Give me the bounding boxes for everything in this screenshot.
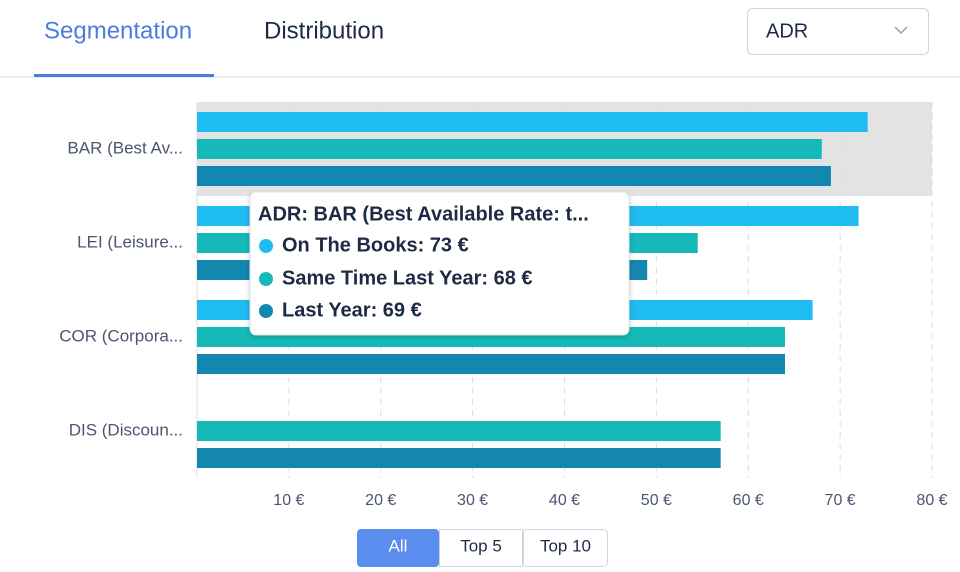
y-tick-label: LEI (Leisure... — [77, 232, 183, 251]
bar — [197, 166, 831, 186]
y-tick-label: DIS (Discoun... — [69, 420, 183, 439]
tooltip-dot — [259, 304, 273, 318]
tooltip-title: ADR: BAR (Best Available Rate: t... — [258, 203, 589, 225]
tab-underline — [34, 74, 214, 77]
x-tick-label: 50 € — [641, 492, 672, 509]
x-tick-label: 40 € — [549, 492, 580, 509]
x-tick-label: 20 € — [365, 492, 396, 509]
tooltip-item: Same Time Last Year: 68 € — [282, 267, 533, 289]
bar — [197, 448, 721, 468]
y-tick-label: BAR (Best Av... — [67, 138, 183, 157]
filter-label: All — [389, 536, 408, 555]
chevron — [894, 26, 908, 35]
filter-button[interactable] — [523, 529, 608, 567]
bar — [197, 112, 868, 132]
tooltip-dot — [259, 239, 273, 253]
tab[interactable]: Distribution — [264, 17, 384, 44]
tooltip-item: Last Year: 69 € — [282, 299, 422, 321]
x-tick-label: 30 € — [457, 492, 488, 509]
filter-button[interactable] — [439, 529, 523, 567]
filter-button[interactable] — [357, 529, 439, 567]
filter-label: Top 5 — [460, 536, 502, 555]
tooltip: ADR: BAR (Best Available Rate: t... On T… — [249, 191, 630, 336]
x-tick-label: 70 € — [825, 492, 856, 509]
tooltip-dot — [259, 272, 273, 286]
tooltip-box — [249, 191, 630, 336]
bar — [197, 139, 822, 159]
dropdown[interactable] — [747, 8, 929, 55]
bar — [197, 421, 721, 441]
tab[interactable]: Segmentation — [44, 17, 192, 44]
x-tick-label: 60 € — [733, 492, 764, 509]
x-tick-label: 10 € — [273, 492, 304, 509]
filter-label: Top 10 — [540, 536, 591, 555]
filter-group: All Top 5 Top 10 — [357, 529, 608, 567]
dropdown-value: ADR — [766, 20, 808, 42]
bar — [197, 354, 785, 374]
tooltip-item: On The Books: 73 € — [282, 234, 469, 256]
x-tick-label: 80 € — [916, 492, 947, 509]
y-tick-label: COR (Corpora... — [59, 326, 183, 345]
